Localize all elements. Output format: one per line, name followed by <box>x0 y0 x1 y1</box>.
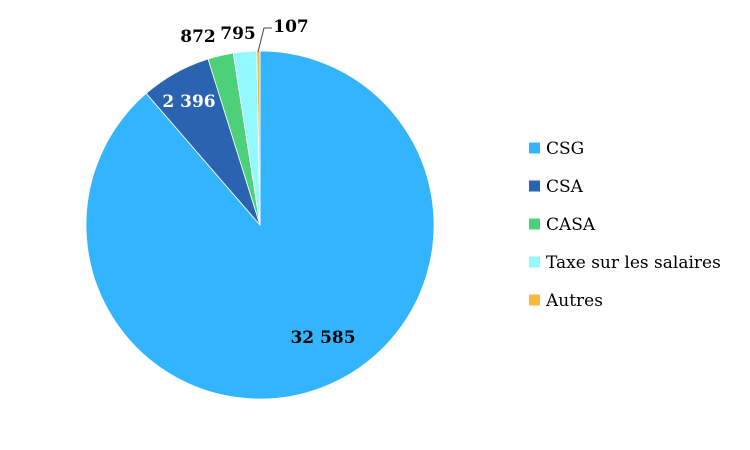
legend-swatch-casa <box>529 218 540 230</box>
legend-label-csa: CSA <box>546 177 584 197</box>
data-label-casa: 872 <box>180 27 216 47</box>
legend-swatch-taxe-sur-les-salaires <box>529 256 540 268</box>
data-label-taxe-sur-les-salaires: 795 <box>220 24 256 44</box>
legend-swatch-csa <box>529 180 540 192</box>
slice-labels: 32 585 2 396 872 795 107 <box>162 17 355 348</box>
legend-swatch-csg <box>529 142 540 154</box>
legend: CSG CSA CASA Taxe sur les salaires Autres <box>529 139 721 311</box>
pie-slices <box>85 50 435 400</box>
legend-label-autres: Autres <box>545 291 603 311</box>
leader-line-autres <box>257 27 272 53</box>
legend-label-taxe-sur-les-salaires: Taxe sur les salaires <box>546 253 721 273</box>
data-label-csg: 32 585 <box>290 328 355 348</box>
data-label-csa: 2 396 <box>162 92 215 112</box>
data-label-autres: 107 <box>273 17 309 37</box>
legend-label-casa: CASA <box>546 215 596 235</box>
legend-swatch-autres <box>529 294 540 306</box>
legend-label-csg: CSG <box>546 139 584 159</box>
